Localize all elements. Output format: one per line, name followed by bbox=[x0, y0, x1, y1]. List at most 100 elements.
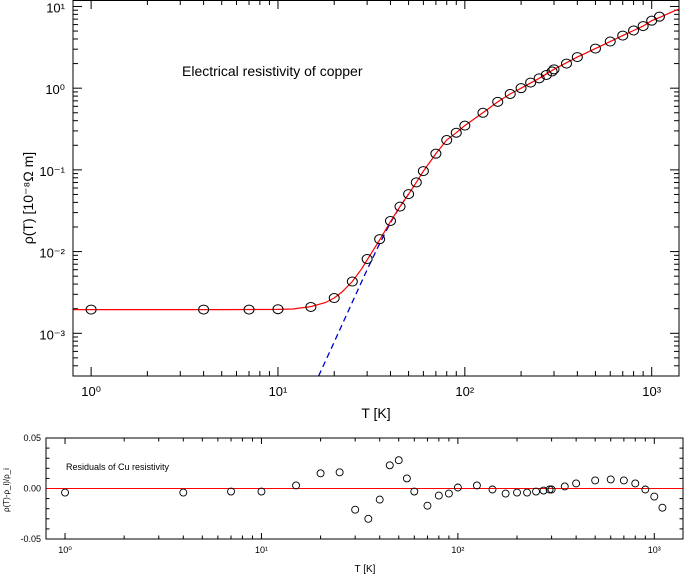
main-data-point bbox=[533, 73, 545, 84]
residuals-data-point bbox=[227, 487, 235, 496]
main-data-point bbox=[374, 234, 386, 245]
residuals-y-tick-label: 0.05 bbox=[23, 433, 41, 443]
main-data-point bbox=[540, 69, 552, 80]
main-data-point bbox=[441, 135, 453, 146]
residuals-y-axis-label: ρ(T)-ρ_i)/ρ_i bbox=[2, 468, 11, 512]
main-data-point bbox=[628, 25, 640, 36]
residuals-data-point bbox=[488, 485, 497, 494]
residuals-series-layer bbox=[61, 456, 667, 523]
residuals-data-point bbox=[547, 485, 556, 494]
residuals-data-point bbox=[335, 468, 344, 477]
main-y-tick-label: 10⁻³ bbox=[39, 327, 65, 342]
main-data-point bbox=[546, 66, 558, 77]
residuals-x-tick-label: 10² bbox=[451, 545, 464, 555]
residuals-data-point bbox=[179, 488, 188, 497]
main-data-point bbox=[515, 83, 527, 94]
main-x-tick-label: 10⁰ bbox=[81, 384, 101, 399]
main-data-point bbox=[504, 88, 516, 99]
main-data-point bbox=[243, 304, 255, 315]
residuals-y-tick-label: -0.05 bbox=[20, 534, 41, 544]
main-fit-line bbox=[73, 8, 680, 311]
main-data-point bbox=[560, 58, 572, 69]
residuals-data-point bbox=[523, 488, 532, 497]
residuals-data-point bbox=[619, 476, 628, 485]
main-data-point bbox=[492, 96, 504, 107]
residuals-data-point bbox=[453, 483, 462, 492]
main-data-point bbox=[198, 304, 210, 315]
residuals-chart: 10⁰ 10¹ 10² 10³ 0.05 0.00 -0.05 Residuals of … bbox=[2, 433, 684, 574]
residuals-data-point bbox=[591, 476, 600, 485]
residuals-data-point bbox=[650, 492, 659, 501]
main-y-tick-labels: 10⁻³ 10⁻² 10⁻¹ 10⁰ 10¹ bbox=[39, 0, 65, 342]
main-x-tick-labels: 10⁰ 10¹ 10² 10³ bbox=[81, 384, 661, 399]
residuals-x-tick-label: 10³ bbox=[648, 545, 661, 555]
residuals-chart-annotation: Residuals of Cu resistivity bbox=[66, 462, 170, 472]
main-y-tick-label: 10⁻¹ bbox=[39, 164, 65, 179]
main-plot-frame bbox=[72, 0, 680, 377]
main-y-tick-label: 10¹ bbox=[46, 0, 65, 15]
main-data-point bbox=[430, 148, 442, 159]
main-data-point bbox=[403, 189, 415, 200]
main-data-point bbox=[384, 215, 396, 226]
main-data-point bbox=[571, 52, 583, 63]
residuals-data-point bbox=[572, 479, 581, 488]
main-data-point bbox=[450, 127, 462, 138]
main-data-point bbox=[589, 43, 601, 54]
main-data-point bbox=[637, 21, 649, 32]
residuals-data-point bbox=[351, 505, 360, 514]
main-data-point bbox=[604, 36, 616, 47]
residuals-data-point bbox=[501, 489, 510, 498]
main-data-point bbox=[361, 254, 373, 265]
residuals-data-point bbox=[513, 488, 521, 497]
residuals-plot-frame bbox=[45, 437, 684, 540]
residuals-y-tick-labels: 0.05 0.00 -0.05 bbox=[20, 433, 41, 544]
residuals-data-point bbox=[606, 475, 615, 484]
main-data-point bbox=[328, 293, 340, 304]
main-y-tick-label: 10⁻² bbox=[39, 246, 65, 261]
main-data-point bbox=[346, 276, 358, 287]
residuals-data-point bbox=[402, 474, 411, 483]
residuals-data-point bbox=[61, 488, 69, 497]
main-data-point bbox=[459, 120, 471, 131]
residuals-data-point bbox=[631, 479, 640, 488]
main-y-tick-label: 10⁰ bbox=[45, 82, 65, 97]
residuals-x-tick-labels: 10⁰ 10¹ 10² 10³ bbox=[58, 545, 661, 555]
main-y-axis-label: ρ(T) [10⁻⁸Ω m] bbox=[20, 152, 36, 244]
main-chart-annotation: Electrical resistivity of copper bbox=[182, 63, 363, 79]
main-data-point bbox=[305, 301, 317, 312]
main-data-point bbox=[653, 11, 665, 22]
residuals-data-point bbox=[257, 487, 266, 496]
residuals-data-point bbox=[364, 514, 373, 523]
residuals-data-point bbox=[316, 469, 325, 478]
residuals-data-point bbox=[434, 491, 443, 500]
residuals-data-point bbox=[472, 481, 481, 490]
main-data-point bbox=[272, 304, 284, 315]
residuals-data-point bbox=[394, 456, 403, 465]
main-x-tick-label: 10³ bbox=[642, 384, 661, 399]
residuals-data-point bbox=[423, 501, 432, 510]
residuals-x-axis-label: T [K] bbox=[355, 564, 376, 574]
main-chart: 10⁰ 10¹ 10² 10³ 10⁻³ 10⁻² 10⁻¹ 10⁰ 10¹ Electric… bbox=[20, 0, 680, 421]
main-x-tick-label: 10² bbox=[455, 384, 474, 399]
main-axis-ticks bbox=[73, 0, 679, 377]
main-data-point bbox=[477, 107, 489, 118]
main-x-tick-label: 10¹ bbox=[269, 384, 288, 399]
main-data-point bbox=[548, 64, 560, 75]
residuals-data-point bbox=[641, 485, 650, 494]
main-x-axis-label: T [K] bbox=[361, 405, 390, 421]
main-data-point bbox=[417, 166, 429, 177]
residuals-data-point bbox=[545, 485, 554, 494]
residuals-y-tick-label: 0.00 bbox=[23, 484, 41, 494]
residuals-data-point bbox=[444, 489, 453, 498]
residuals-data-point bbox=[385, 461, 394, 470]
residuals-data-point bbox=[560, 482, 569, 491]
main-data-point bbox=[85, 304, 97, 315]
residuals-data-point bbox=[292, 481, 300, 490]
main-data-point bbox=[394, 201, 406, 212]
residuals-data-point bbox=[539, 486, 548, 495]
residuals-data-point bbox=[532, 487, 540, 496]
residuals-x-tick-label: 10⁰ bbox=[58, 545, 72, 555]
main-data-point bbox=[525, 77, 537, 88]
residuals-x-tick-label: 10¹ bbox=[255, 545, 268, 555]
